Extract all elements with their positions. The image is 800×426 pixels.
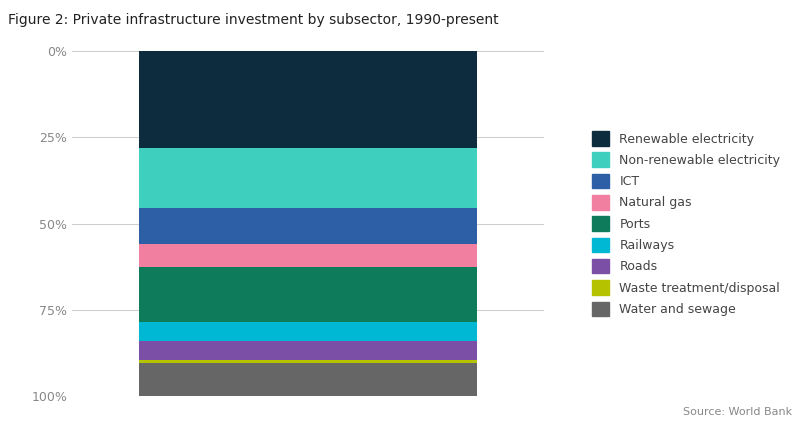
Bar bbox=[139, 322, 477, 341]
Bar bbox=[139, 245, 477, 267]
Bar bbox=[139, 267, 477, 322]
Text: Source: World Bank: Source: World Bank bbox=[683, 408, 792, 417]
Bar bbox=[139, 360, 477, 363]
Bar bbox=[139, 51, 477, 148]
Bar bbox=[139, 208, 477, 245]
Bar bbox=[139, 341, 477, 360]
Legend: Renewable electricity, Non-renewable electricity, ICT, Natural gas, Ports, Railw: Renewable electricity, Non-renewable ele… bbox=[588, 127, 784, 320]
Bar bbox=[139, 148, 477, 208]
Text: Figure 2: Private infrastructure investment by subsector, 1990-present: Figure 2: Private infrastructure investm… bbox=[8, 13, 498, 27]
Bar bbox=[139, 363, 477, 396]
